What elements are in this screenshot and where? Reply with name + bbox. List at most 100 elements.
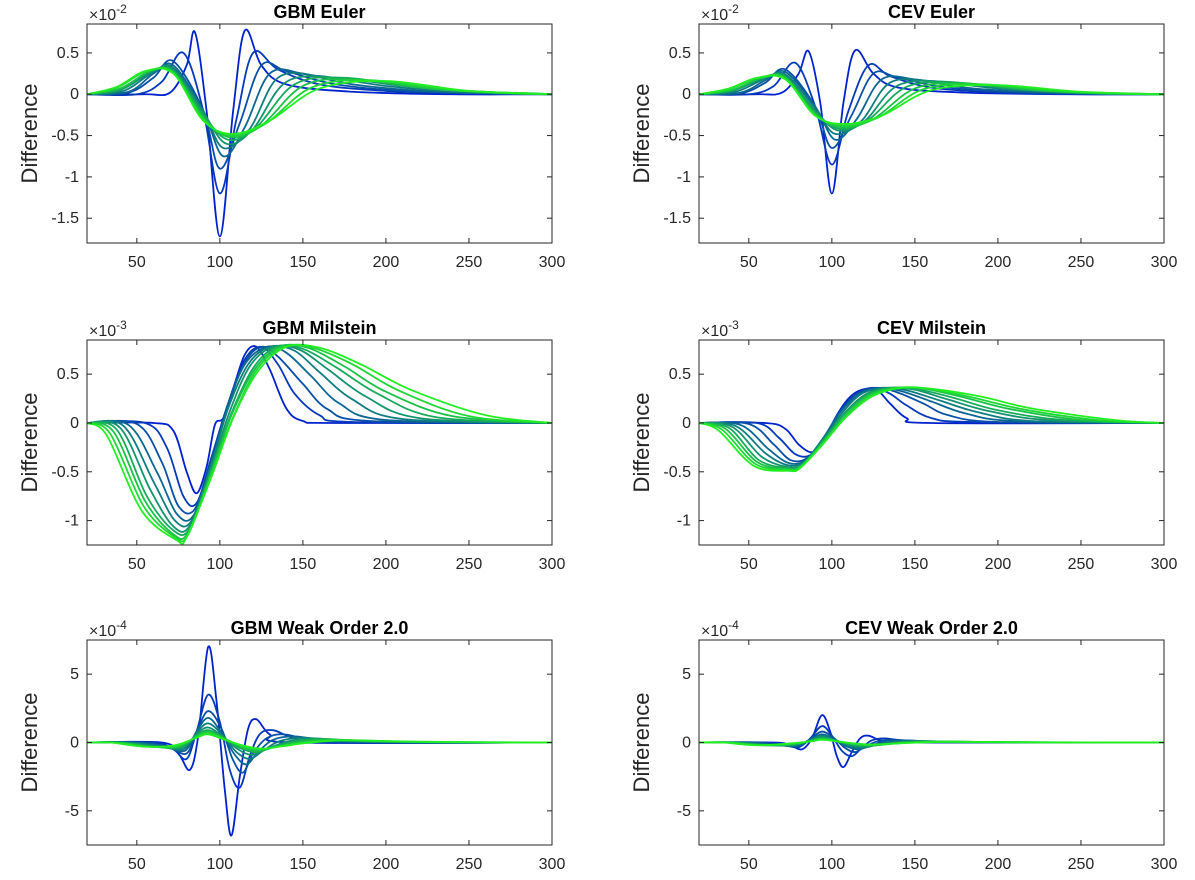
y-exponent-label: ×10-2 xyxy=(701,2,739,24)
y-exponent-label: ×10-2 xyxy=(89,2,127,24)
series-line xyxy=(699,73,1164,131)
series-line xyxy=(87,345,552,522)
x-tick-label: 100 xyxy=(819,856,846,873)
axes-box xyxy=(86,23,553,244)
series-line xyxy=(87,28,552,238)
x-tick-label: 250 xyxy=(1068,556,1095,573)
x-tick-label: 150 xyxy=(902,856,929,873)
series-line xyxy=(699,738,1164,747)
x-tick-label: 50 xyxy=(128,556,146,573)
y-tick-label: 0 xyxy=(70,415,79,432)
x-tick-label: 250 xyxy=(456,856,483,873)
x-tick-label: 200 xyxy=(373,254,400,271)
x-tick-label: 300 xyxy=(539,856,566,873)
y-tick-label: -0.5 xyxy=(51,128,79,145)
chart-title: GBM Euler xyxy=(273,2,365,22)
x-tick-label: 200 xyxy=(985,856,1012,873)
x-tick-label: 100 xyxy=(207,556,234,573)
y-axis-label: Difference xyxy=(17,84,42,184)
y-axis-label: Difference xyxy=(17,693,42,793)
x-tick-label: 150 xyxy=(290,254,317,271)
series-line xyxy=(699,386,1164,470)
x-tick-label: 300 xyxy=(1151,254,1178,271)
y-tick-label: 0 xyxy=(682,86,691,103)
series-line xyxy=(87,344,552,533)
x-tick-label: 250 xyxy=(1068,856,1095,873)
x-tick-label: 100 xyxy=(207,856,234,873)
x-tick-label: 100 xyxy=(207,254,234,271)
series-line xyxy=(699,386,1164,473)
x-tick-label: 100 xyxy=(819,556,846,573)
y-tick-label: 0 xyxy=(682,735,691,752)
series-line xyxy=(699,386,1164,469)
axes-box xyxy=(86,339,553,546)
y-tick-label: -5 xyxy=(65,803,79,820)
y-tick-label: 0 xyxy=(70,735,79,752)
chart-title: CEV Milstein xyxy=(877,318,986,338)
series-line xyxy=(87,343,552,541)
x-tick-label: 50 xyxy=(740,254,758,271)
y-tick-label: 0.5 xyxy=(669,45,691,62)
x-tick-label: 300 xyxy=(1151,856,1178,873)
series-line xyxy=(87,343,552,545)
y-exponent-label: ×10-3 xyxy=(701,318,739,340)
x-tick-label: 150 xyxy=(902,556,929,573)
x-tick-label: 150 xyxy=(902,254,929,271)
series-line xyxy=(87,344,552,537)
y-exponent-label: ×10-4 xyxy=(89,618,127,640)
x-tick-label: 300 xyxy=(539,556,566,573)
x-tick-label: 150 xyxy=(290,556,317,573)
y-tick-label: 0.5 xyxy=(669,366,691,383)
y-tick-label: -1 xyxy=(65,513,79,530)
series-group xyxy=(699,48,1164,195)
y-axis-label: Difference xyxy=(17,393,42,493)
x-tick-label: 200 xyxy=(985,556,1012,573)
series-line xyxy=(699,386,1164,467)
x-tick-label: 50 xyxy=(128,856,146,873)
series-line xyxy=(699,67,1164,149)
panel-2: 50 100 150 200 250 300 0.5 0 -0.5 -1 -1.5 ×10-2 CEV … xyxy=(629,2,1177,271)
series-group xyxy=(87,645,552,837)
x-tick-label: 250 xyxy=(456,556,483,573)
y-tick-label: -1 xyxy=(677,169,691,186)
series-line xyxy=(699,386,1164,463)
series-line xyxy=(87,66,552,142)
series-line xyxy=(87,344,552,528)
panel-3: 50 100 150 200 250 300 0.5 0 -0.5 -1 ×10-3 GBM Mils… xyxy=(17,318,565,573)
series-line xyxy=(699,387,1164,454)
chart-title: CEV Euler xyxy=(888,2,975,22)
x-tick-label: 50 xyxy=(128,254,146,271)
series-line xyxy=(699,386,1164,472)
series-line xyxy=(87,343,552,543)
y-axis-label: Difference xyxy=(629,693,654,793)
series-line xyxy=(87,733,552,750)
axes-box xyxy=(698,339,1165,546)
y-tick-label: 5 xyxy=(70,666,79,683)
y-tick-label: 0 xyxy=(682,415,691,432)
y-tick-label: -0.5 xyxy=(663,464,691,481)
series-line xyxy=(87,50,552,195)
panel-1: 50 100 150 200 250 300 0.5 0 -0.5 -1 -1.5 ×10-2 GBM … xyxy=(17,2,565,271)
x-tick-label: 250 xyxy=(456,254,483,271)
x-tick-label: 200 xyxy=(373,856,400,873)
x-tick-label: 150 xyxy=(290,856,317,873)
chart-title: CEV Weak Order 2.0 xyxy=(845,618,1018,638)
x-tick-label: 50 xyxy=(740,556,758,573)
y-axis-label: Difference xyxy=(629,393,654,493)
chart-title: GBM Milstein xyxy=(262,318,376,338)
x-tick-label: 300 xyxy=(1151,556,1178,573)
x-tick-label: 200 xyxy=(373,556,400,573)
series-line xyxy=(699,74,1164,125)
y-exponent-label: ×10-3 xyxy=(89,318,127,340)
y-tick-label: 5 xyxy=(682,666,691,683)
y-tick-label: -0.5 xyxy=(51,464,79,481)
series-line xyxy=(699,48,1164,195)
y-tick-label: -1.5 xyxy=(51,210,79,227)
series-line xyxy=(699,386,1164,465)
y-axis-label: Difference xyxy=(629,84,654,184)
y-tick-label: 0.5 xyxy=(57,45,79,62)
series-line xyxy=(699,61,1164,166)
series-line xyxy=(87,67,552,135)
